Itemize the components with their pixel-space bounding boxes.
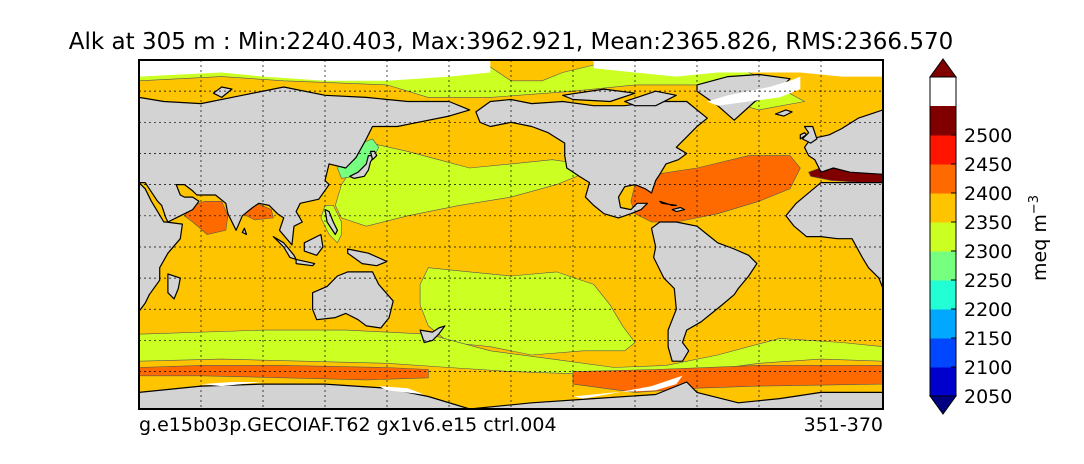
colorbar-unit: meq m bbox=[1029, 214, 1051, 281]
colorbar-unit-exponent: −3 bbox=[1027, 195, 1042, 214]
colorbar-tick-label-2350: 2350 bbox=[964, 212, 1012, 234]
colorbar-extend-max bbox=[929, 58, 957, 78]
landmass-14 bbox=[347, 248, 388, 267]
landmass-19 bbox=[774, 109, 793, 117]
colorbar-segment-2200 bbox=[930, 280, 956, 310]
colorbar-segment-2050 bbox=[930, 367, 956, 397]
landmass-21 bbox=[799, 132, 808, 140]
colorbar-segment-2100 bbox=[930, 338, 956, 368]
ice-patch-5 bbox=[378, 386, 425, 395]
colorbar-segment-2450 bbox=[930, 135, 956, 165]
contour-region-9 bbox=[184, 201, 229, 235]
sea-ice bbox=[139, 60, 883, 399]
landmass-4 bbox=[312, 271, 394, 329]
colorbar-tick-label-2050: 2050 bbox=[964, 386, 1012, 408]
run-id-label: g.e15b03p.GECOIAF.T62 gx1v6.e15 ctrl.004 bbox=[139, 414, 557, 436]
landmass-17 bbox=[167, 273, 181, 300]
colorbar-segment-2250 bbox=[930, 251, 956, 281]
colorbar-segment-2500 bbox=[930, 106, 956, 136]
colorbar-segment-2350 bbox=[930, 193, 956, 223]
year-range-label: 351-370 bbox=[804, 414, 883, 436]
colorbar-frame bbox=[929, 76, 957, 397]
landmass-22 bbox=[624, 90, 677, 107]
colorbar-label: meq m−3 bbox=[1027, 195, 1051, 281]
contour-region-8 bbox=[139, 365, 429, 381]
landmass-16 bbox=[419, 325, 446, 344]
landmass-24 bbox=[659, 200, 677, 206]
colorbar-tick-label-2100: 2100 bbox=[964, 357, 1012, 379]
colorbar-tick-label-2250: 2250 bbox=[964, 270, 1012, 292]
landmass-11 bbox=[272, 236, 297, 260]
map-plot-area bbox=[139, 60, 883, 409]
chart-title: Alk at 305 m : Min:2240.403, Max:3962.92… bbox=[69, 29, 953, 55]
landmass-12 bbox=[303, 233, 324, 256]
landmass-5 bbox=[475, 98, 708, 219]
colorbar-segment-2150 bbox=[930, 309, 956, 339]
colorbar: 2050 2100 2150 2200 2250 2300 2350 2400 2450 2500 bbox=[929, 58, 1012, 415]
ice-patch-2 bbox=[707, 76, 801, 106]
colorbar-tick-label-2500: 2500 bbox=[964, 125, 1012, 147]
ice-patch-4 bbox=[201, 382, 263, 387]
colorbar-extend-min bbox=[929, 395, 957, 415]
contour-region-2 bbox=[334, 142, 582, 227]
landmass-13 bbox=[295, 258, 316, 267]
landmass-25 bbox=[671, 206, 686, 213]
landmass-20 bbox=[801, 125, 818, 144]
landmass-26 bbox=[212, 86, 233, 99]
ice-patch-0 bbox=[139, 60, 491, 81]
ice-patch-3 bbox=[573, 375, 683, 399]
colorbar-tick-label-2200: 2200 bbox=[964, 299, 1012, 321]
landmass-8 bbox=[139, 381, 883, 409]
colorbar-tick-label-2150: 2150 bbox=[964, 328, 1012, 350]
landmass-3 bbox=[803, 109, 883, 175]
colorbar-segment-2300 bbox=[930, 222, 956, 252]
colorbar-tick-label-2400: 2400 bbox=[964, 183, 1012, 205]
map-frame bbox=[138, 59, 884, 410]
landmass-6 bbox=[650, 221, 758, 362]
contour-region-4 bbox=[419, 267, 636, 356]
landmass-15 bbox=[324, 209, 338, 236]
gridlines bbox=[139, 60, 883, 409]
landmass-23 bbox=[562, 88, 636, 103]
colorbar-tick-label-2450: 2450 bbox=[964, 154, 1012, 176]
ice-patch-1 bbox=[593, 60, 883, 77]
landmass-18 bbox=[241, 227, 248, 236]
colorbar-segment-2400 bbox=[930, 164, 956, 194]
colorbar-tick-label-2300: 2300 bbox=[964, 241, 1012, 263]
